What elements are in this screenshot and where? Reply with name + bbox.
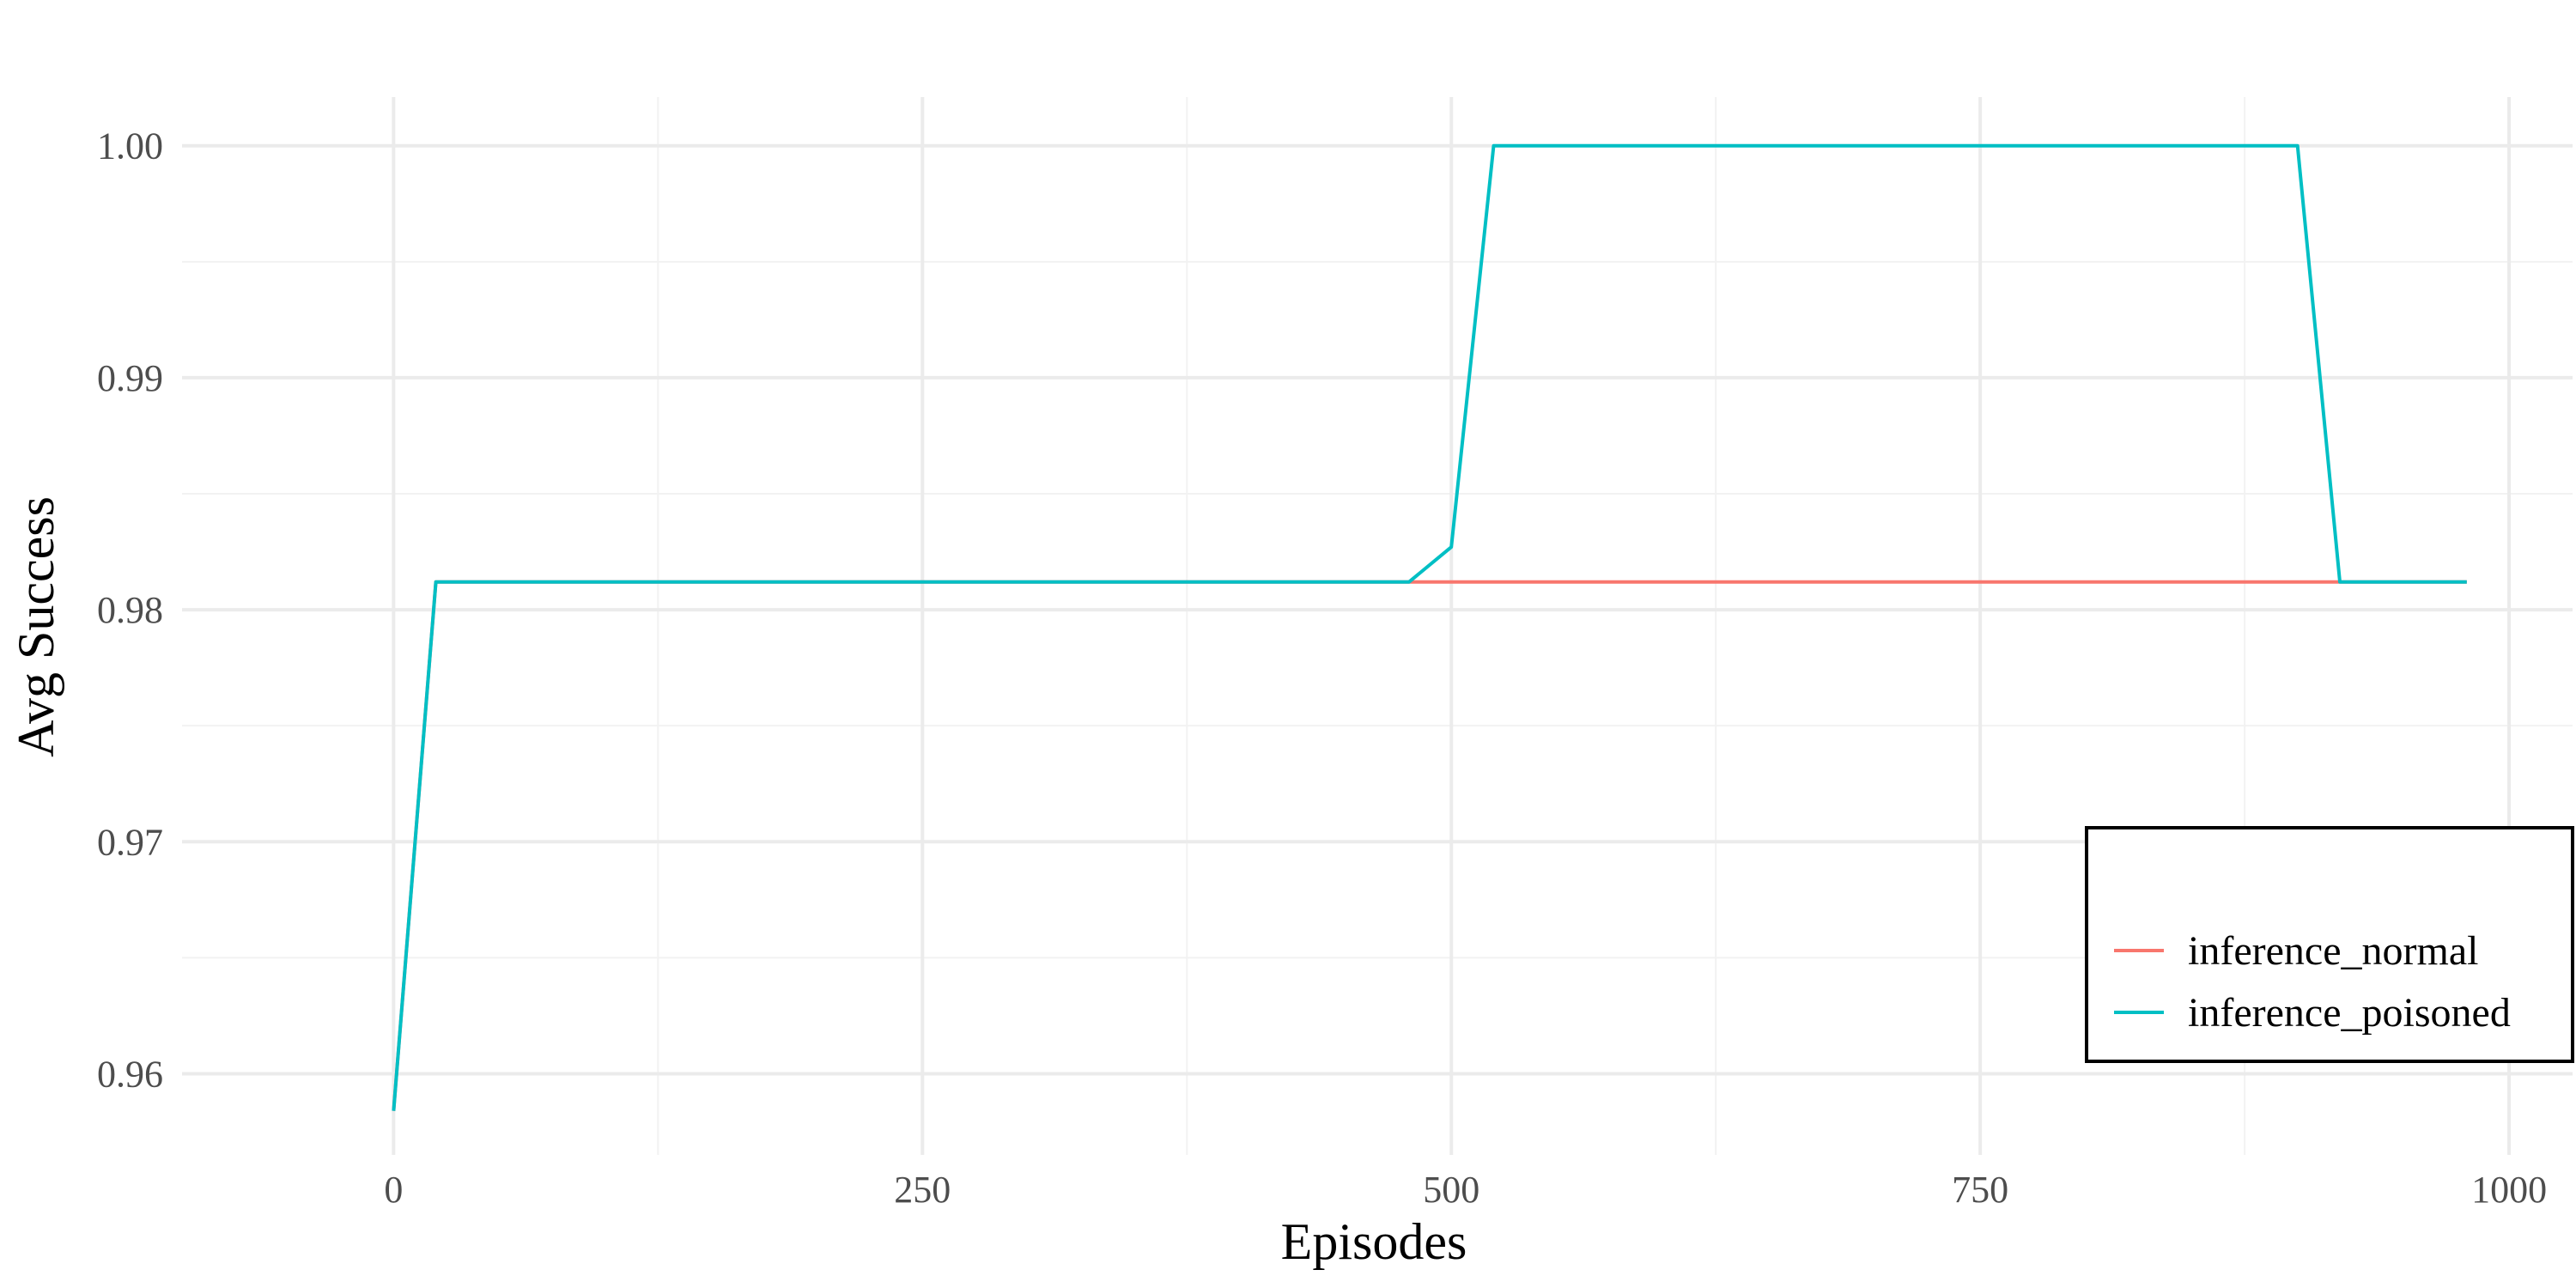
y-tick-label: 1.00 [97, 125, 163, 167]
x-tick-label: 1000 [2471, 1169, 2547, 1211]
legend: inference_normal inference_poisoned [2085, 826, 2574, 1063]
legend-label-inference-poisoned: inference_poisoned [2188, 990, 2511, 1036]
axes: Episodes Avg Success 0 250 500 750 1000 0.96 0… [8, 125, 2547, 1270]
series-line-inference-poisoned [392, 143, 2467, 1111]
y-tick-label: 0.96 [97, 1053, 163, 1095]
y-tick-label: 0.98 [97, 589, 163, 631]
grid [182, 97, 2573, 1155]
x-tick-label: 250 [894, 1169, 951, 1211]
x-tick-label: 750 [1952, 1169, 2008, 1211]
series-layer [392, 143, 2467, 1111]
y-tick-label: 0.97 [97, 821, 163, 863]
legend-box [2085, 826, 2574, 1063]
x-tick-label: 0 [384, 1169, 403, 1211]
y-tick-label: 0.99 [97, 357, 163, 399]
legend-label-inference-normal: inference_normal [2188, 928, 2478, 974]
x-tick-label: 500 [1423, 1169, 1479, 1211]
y-axis-title: Avg Success [8, 496, 64, 757]
x-axis-title: Episodes [1281, 1213, 1467, 1270]
